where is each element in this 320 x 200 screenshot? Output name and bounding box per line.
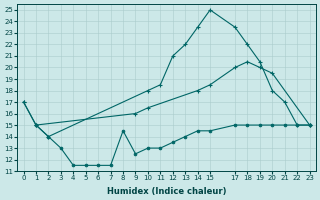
X-axis label: Humidex (Indice chaleur): Humidex (Indice chaleur) [107,187,226,196]
